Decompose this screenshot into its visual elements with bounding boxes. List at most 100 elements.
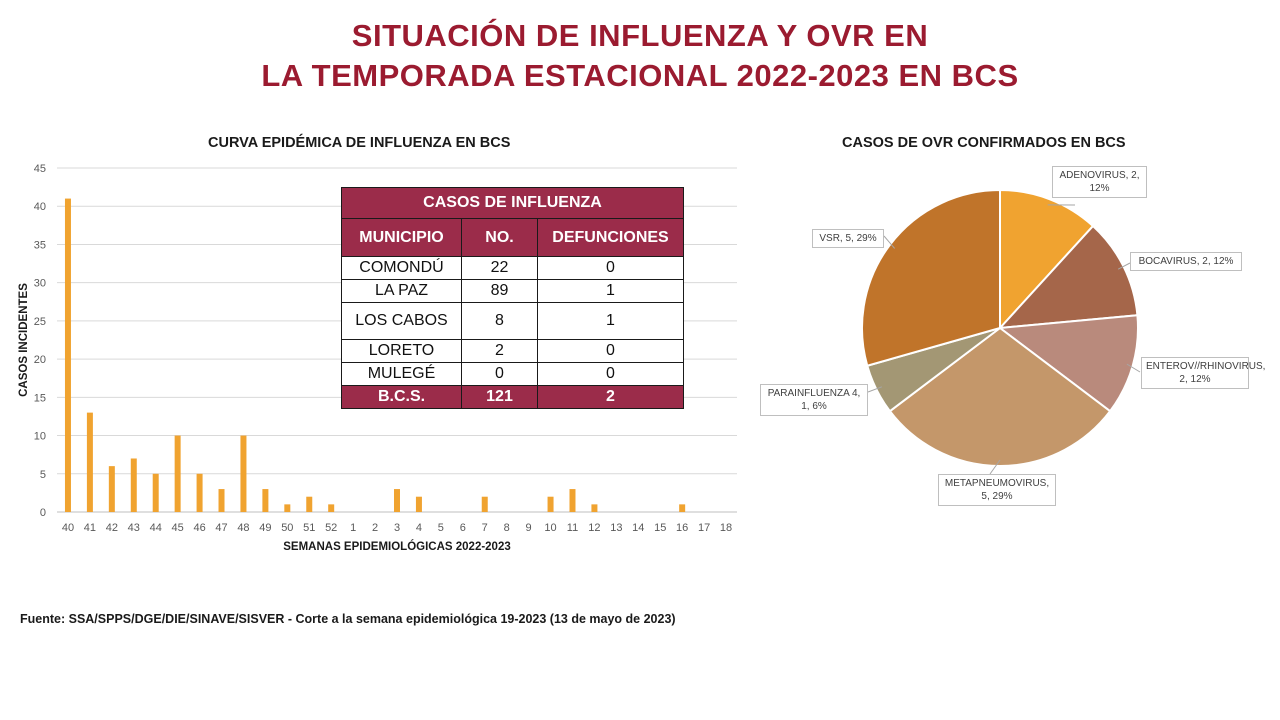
bar [415, 496, 422, 512]
x-tick-label: 3 [394, 522, 400, 534]
x-tick-label: 2 [372, 522, 378, 534]
pie-leader-line [883, 235, 896, 249]
table-cell: 2 [537, 385, 684, 409]
x-tick-label: 52 [325, 522, 337, 534]
bar-chart-title: CURVA EPIDÉMICA DE INFLUENZA EN BCS [208, 135, 511, 151]
table-cell: 89 [461, 279, 538, 303]
y-tick-label: 10 [34, 431, 46, 443]
y-tick-label: 30 [34, 278, 46, 290]
pie-chart-title: CASOS DE OVR CONFIRMADOS EN BCS [842, 135, 1126, 151]
table-cell: 8 [461, 302, 538, 340]
x-tick-label: 10 [544, 522, 556, 534]
table-cell: 1 [537, 279, 684, 303]
table-row: LA PAZ 89 1 [341, 279, 684, 303]
y-tick-label: 20 [34, 354, 46, 366]
x-tick-label: 49 [259, 522, 271, 534]
bar [679, 504, 686, 512]
pie-data-label: METAPNEUMOVIRUS, 5, 29% [938, 474, 1056, 506]
x-tick-label: 48 [237, 522, 249, 534]
y-tick-label: 5 [40, 469, 46, 481]
y-tick-label: 15 [34, 392, 46, 404]
x-tick-label: 5 [438, 522, 444, 534]
bar [196, 473, 203, 512]
pie-leader-line [989, 459, 1001, 475]
bar [394, 489, 400, 512]
bar [240, 435, 247, 512]
bar [569, 489, 576, 512]
pie-data-label: BOCAVIRUS, 2, 12% [1130, 252, 1242, 271]
bar [86, 412, 93, 512]
x-tick-label: 43 [128, 522, 140, 534]
table-title: CASOS DE INFLUENZA [341, 187, 684, 219]
pie-leader-line [867, 386, 883, 393]
x-tick-label: 50 [281, 522, 293, 534]
x-tick-label: 40 [62, 522, 74, 534]
table-header-municipio: MUNICIPIO [341, 218, 462, 257]
x-tick-label: 51 [303, 522, 315, 534]
table-cell: 22 [461, 256, 538, 280]
bar [174, 435, 181, 512]
x-axis-label: SEMANAS EPIDEMIOLÓGICAS 2022-2023 [283, 540, 511, 553]
bar [306, 496, 313, 512]
table-cell: 1 [537, 302, 684, 340]
x-tick-label: 46 [193, 522, 205, 534]
table-header-defunciones: DEFUNCIONES [537, 218, 684, 257]
x-tick-label: 15 [654, 522, 666, 534]
x-tick-label: 1 [350, 522, 356, 534]
bar [152, 473, 159, 512]
table-row: MULEGÉ 0 0 [341, 362, 684, 386]
x-tick-label: 42 [106, 522, 118, 534]
pie-slice [999, 188, 1095, 331]
x-tick-label: 6 [460, 522, 466, 534]
pie-data-label: PARAINFLUENZA 4, 1, 6% [760, 384, 868, 416]
pie-slice [861, 188, 1001, 368]
y-tick-label: 25 [34, 316, 46, 328]
x-tick-label: 41 [84, 522, 96, 534]
x-tick-label: 7 [482, 522, 488, 534]
x-tick-label: 14 [632, 522, 644, 534]
bar [547, 496, 554, 512]
table-row: COMONDÚ 22 0 [341, 256, 684, 280]
bar [591, 504, 598, 512]
table-cell: 0 [461, 362, 538, 386]
table-cell: 0 [537, 256, 684, 280]
x-tick-label: 17 [698, 522, 710, 534]
pie-data-label: VSR, 5, 29% [812, 229, 884, 248]
x-tick-label: 12 [588, 522, 600, 534]
y-tick-label: 45 [34, 163, 46, 175]
bar [108, 466, 115, 512]
table-cell: 2 [461, 339, 538, 363]
pie-slice [997, 314, 1139, 413]
x-tick-label: 18 [720, 522, 732, 534]
table-cell: LOS CABOS [341, 302, 462, 340]
x-tick-label: 4 [416, 522, 422, 534]
page-title-line2: LA TEMPORADA ESTACIONAL 2022-2023 EN BCS [261, 58, 1019, 93]
pie-leader-line [1117, 262, 1131, 270]
table-cell: COMONDÚ [341, 256, 462, 280]
bar [284, 504, 291, 512]
pie-data-label: ENTEROV//RHINOVIRUS, 2, 12% [1141, 357, 1265, 389]
pie-leader-line [1126, 363, 1141, 373]
y-tick-label: 35 [34, 239, 46, 251]
pie-slice [888, 326, 1112, 467]
table-row: LORETO 2 0 [341, 339, 684, 363]
table-total-row: B.C.S. 121 2 [341, 385, 684, 409]
x-tick-label: 45 [172, 522, 184, 534]
bar [328, 504, 335, 512]
x-tick-label: 16 [676, 522, 688, 534]
x-tick-label: 8 [504, 522, 510, 534]
table-cell: LORETO [341, 339, 462, 363]
x-tick-label: 47 [215, 522, 227, 534]
source-note: Fuente: SSA/SPPS/DGE/DIE/SINAVE/SISVER -… [20, 612, 676, 626]
table-cell: 121 [461, 385, 538, 409]
x-tick-label: 13 [610, 522, 622, 534]
table-cell: 0 [537, 362, 684, 386]
bar [481, 496, 488, 512]
table-header-no: NO. [461, 218, 538, 257]
table-cell: MULEGÉ [341, 362, 462, 386]
bar [218, 489, 225, 512]
table-cell: 0 [537, 339, 684, 363]
x-tick-label: 44 [150, 522, 162, 534]
pie-data-label: ADENOVIRUS, 2, 12% [1052, 166, 1147, 198]
